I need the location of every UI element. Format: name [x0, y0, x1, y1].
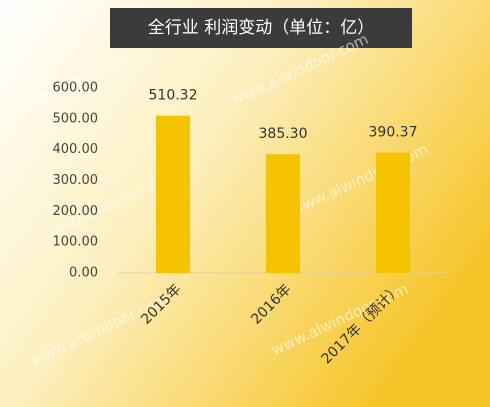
data-label: 385.30: [259, 126, 308, 142]
bar: [376, 152, 410, 273]
data-label: 510.32: [149, 88, 198, 104]
y-tick-label: 500.00: [53, 111, 99, 126]
y-tick-label: 400.00: [53, 142, 99, 157]
data-label: 390.37: [369, 125, 418, 141]
y-tick-label: 100.00: [53, 235, 99, 250]
bar: [266, 154, 300, 273]
chart-title: 全行业 利润变动（单位：亿）: [148, 18, 374, 38]
y-tick-label: 600.00: [53, 81, 99, 96]
title-box: [110, 8, 412, 48]
bar: [156, 115, 190, 273]
y-tick-label: 200.00: [53, 204, 99, 219]
y-tick-label: 300.00: [53, 173, 99, 188]
y-tick-label: 0.00: [69, 266, 98, 281]
